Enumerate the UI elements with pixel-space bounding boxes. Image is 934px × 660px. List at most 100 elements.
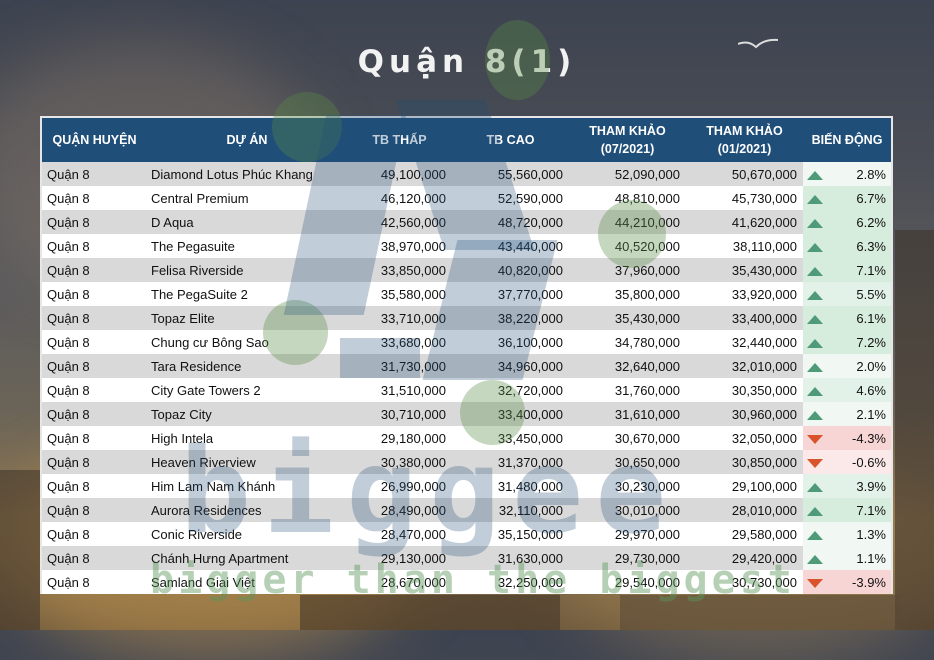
triangle-down-icon — [807, 434, 823, 444]
cell-tb-high: 31,370,000 — [452, 450, 569, 474]
triangle-up-icon — [807, 506, 823, 516]
table-row: Quận 8 Chánh Hưng Apartment 29,130,000 31,6… — [42, 546, 891, 570]
change-arrow-cell — [803, 570, 827, 594]
cell-change: 2.1% — [827, 402, 891, 426]
table-row: Quận 8 The PegaSuite 2 35,580,000 37,770,00… — [42, 282, 891, 306]
change-arrow-cell — [803, 330, 827, 354]
price-table: QUẬN HUYỆN DỰ ÁN TB THẤP TB CAO THAM KHẢ… — [42, 118, 891, 594]
header-project: DỰ ÁN — [147, 118, 347, 162]
cell-tb-low: 46,120,000 — [347, 186, 452, 210]
cell-tb-high: 48,720,000 — [452, 210, 569, 234]
cell-ref-0721: 29,730,000 — [569, 546, 686, 570]
cell-district: Quận 8 — [42, 282, 147, 306]
change-arrow-cell — [803, 546, 827, 570]
cell-change: 6.1% — [827, 306, 891, 330]
change-arrow-cell — [803, 498, 827, 522]
change-arrow-cell — [803, 282, 827, 306]
cell-ref-0121: 30,960,000 — [686, 402, 803, 426]
triangle-up-icon — [807, 170, 823, 180]
triangle-down-icon — [807, 578, 823, 588]
cell-tb-low: 49,100,000 — [347, 162, 452, 186]
cell-ref-0721: 44,210,000 — [569, 210, 686, 234]
cell-ref-0121: 32,440,000 — [686, 330, 803, 354]
cell-ref-0121: 29,100,000 — [686, 474, 803, 498]
cell-project: Topaz City — [147, 402, 347, 426]
cell-tb-high: 31,630,000 — [452, 546, 569, 570]
cell-change: -4.3% — [827, 426, 891, 450]
cell-ref-0721: 31,610,000 — [569, 402, 686, 426]
cell-district: Quận 8 — [42, 378, 147, 402]
cell-tb-low: 29,180,000 — [347, 426, 452, 450]
triangle-up-icon — [807, 266, 823, 276]
cell-ref-0121: 30,850,000 — [686, 450, 803, 474]
cell-tb-high: 38,220,000 — [452, 306, 569, 330]
cell-tb-high: 33,450,000 — [452, 426, 569, 450]
cell-district: Quận 8 — [42, 426, 147, 450]
cell-project: D Aqua — [147, 210, 347, 234]
cell-change: 4.6% — [827, 378, 891, 402]
change-arrow-cell — [803, 474, 827, 498]
cell-ref-0121: 50,670,000 — [686, 162, 803, 186]
cell-district: Quận 8 — [42, 210, 147, 234]
table-row: Quận 8 High Intela 29,180,000 33,450,000 30,… — [42, 426, 891, 450]
cell-ref-0121: 45,730,000 — [686, 186, 803, 210]
cell-project: Felisa Riverside — [147, 258, 347, 282]
cell-project: Heaven Riverview — [147, 450, 347, 474]
cell-tb-low: 35,580,000 — [347, 282, 452, 306]
change-arrow-cell — [803, 234, 827, 258]
background-building — [300, 595, 560, 630]
table-row: Quận 8 Aurora Residences 28,490,000 32,110,… — [42, 498, 891, 522]
cell-ref-0721: 35,800,000 — [569, 282, 686, 306]
cell-change: 2.8% — [827, 162, 891, 186]
cell-tb-high: 35,150,000 — [452, 522, 569, 546]
triangle-up-icon — [807, 554, 823, 564]
cell-district: Quận 8 — [42, 498, 147, 522]
change-arrow-cell — [803, 258, 827, 282]
cell-ref-0721: 31,760,000 — [569, 378, 686, 402]
cell-ref-0721: 40,520,000 — [569, 234, 686, 258]
cell-tb-high: 52,590,000 — [452, 186, 569, 210]
cell-change: 7.2% — [827, 330, 891, 354]
change-arrow-cell — [803, 426, 827, 450]
header-line: (07/2021) — [600, 142, 655, 156]
cell-ref-0121: 38,110,000 — [686, 234, 803, 258]
cell-ref-0721: 48,810,000 — [569, 186, 686, 210]
cell-project: Diamond Lotus Phúc Khang — [147, 162, 347, 186]
cell-ref-0721: 29,970,000 — [569, 522, 686, 546]
change-arrow-cell — [803, 402, 827, 426]
header-line: (01/2021) — [717, 142, 772, 156]
cell-tb-high: 32,720,000 — [452, 378, 569, 402]
cell-project: City Gate Towers 2 — [147, 378, 347, 402]
cell-project: Chánh Hưng Apartment — [147, 546, 347, 570]
cell-tb-low: 31,510,000 — [347, 378, 452, 402]
cell-tb-low: 30,380,000 — [347, 450, 452, 474]
triangle-up-icon — [807, 218, 823, 228]
header-ref-01-2021: THAM KHẢO (01/2021) — [686, 118, 803, 162]
triangle-up-icon — [807, 386, 823, 396]
cell-tb-low: 33,680,000 — [347, 330, 452, 354]
header-district: QUẬN HUYỆN — [42, 118, 147, 162]
triangle-up-icon — [807, 314, 823, 324]
cell-district: Quận 8 — [42, 546, 147, 570]
header-tb-low: TB THẤP — [347, 118, 452, 162]
cell-ref-0721: 30,650,000 — [569, 450, 686, 474]
table-row: Quận 8 Tara Residence 31,730,000 34,960,000… — [42, 354, 891, 378]
cell-tb-high: 43,440,000 — [452, 234, 569, 258]
cell-ref-0721: 37,960,000 — [569, 258, 686, 282]
cell-district: Quận 8 — [42, 162, 147, 186]
cell-change: 3.9% — [827, 474, 891, 498]
triangle-up-icon — [807, 242, 823, 252]
cell-district: Quận 8 — [42, 570, 147, 594]
table-row: Quận 8 Samland Giai Việt 28,670,000 32,250,… — [42, 570, 891, 594]
cell-tb-low: 42,560,000 — [347, 210, 452, 234]
change-arrow-cell — [803, 210, 827, 234]
cell-ref-0121: 33,920,000 — [686, 282, 803, 306]
cell-tb-low: 31,730,000 — [347, 354, 452, 378]
triangle-down-icon — [807, 458, 823, 468]
cell-change: 7.1% — [827, 498, 891, 522]
table-row: Quận 8 Central Premium 46,120,000 52,590,00… — [42, 186, 891, 210]
cell-tb-high: 36,100,000 — [452, 330, 569, 354]
triangle-up-icon — [807, 410, 823, 420]
cell-ref-0721: 34,780,000 — [569, 330, 686, 354]
